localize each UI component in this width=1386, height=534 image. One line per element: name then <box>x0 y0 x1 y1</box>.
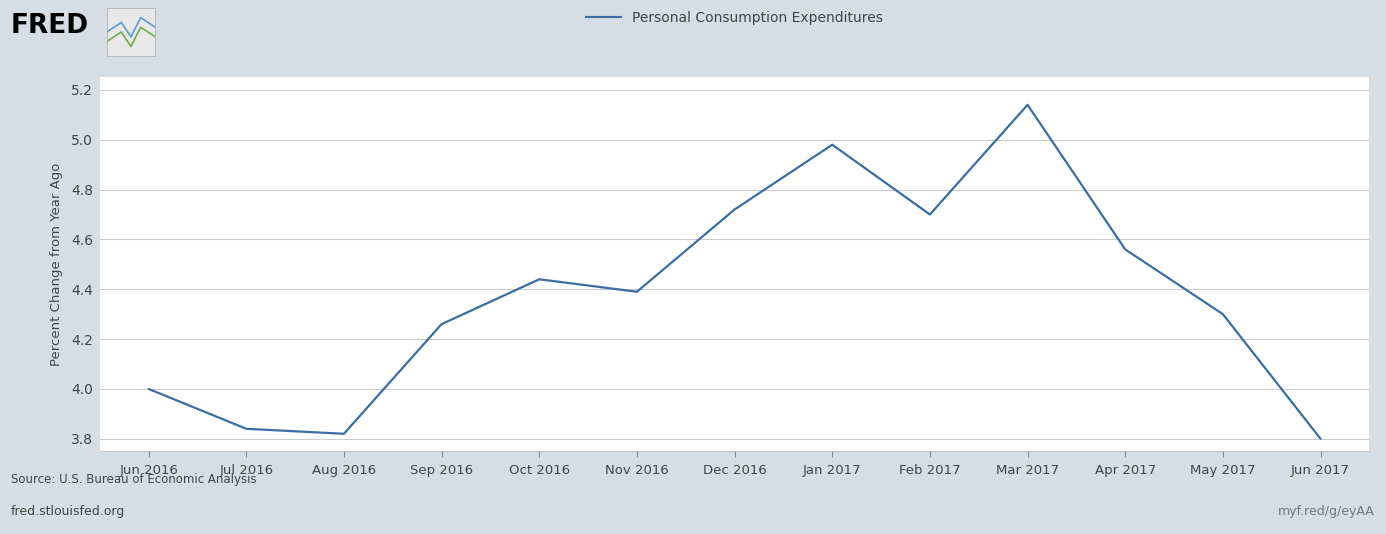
Text: myf.red/g/eyAA: myf.red/g/eyAA <box>1278 505 1375 517</box>
Legend: Personal Consumption Expenditures: Personal Consumption Expenditures <box>581 6 888 31</box>
Text: fred.stlouisfed.org: fred.stlouisfed.org <box>11 505 125 517</box>
Text: FRED: FRED <box>11 13 89 40</box>
Text: Source: U.S. Bureau of Economic Analysis: Source: U.S. Bureau of Economic Analysis <box>11 473 256 485</box>
Y-axis label: Percent Change from Year Ago: Percent Change from Year Ago <box>50 163 62 366</box>
